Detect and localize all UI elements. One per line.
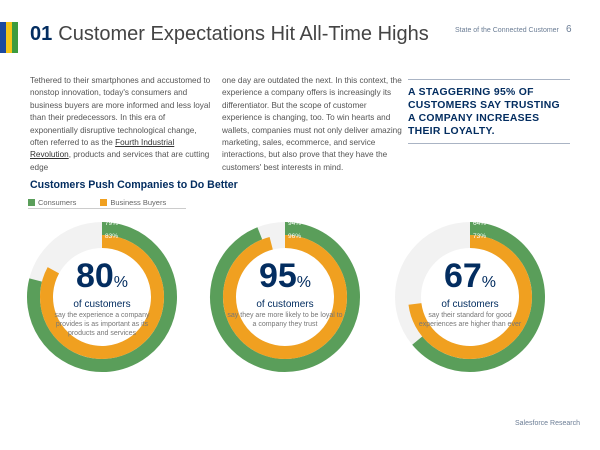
page-title: 01 Customer Expectations Hit All-Time Hig… <box>30 23 429 46</box>
stripe-blue <box>0 22 6 53</box>
donut-center-text: 95% of customers say they are more likely … <box>225 259 345 329</box>
consumers-value-label: 64% <box>473 220 487 227</box>
page-number: 6 <box>566 24 572 35</box>
headline-stat: 95% <box>225 259 345 300</box>
business-buyers-value-label: 73% <box>473 233 487 240</box>
col1-text-end: , products and services that are cutting… <box>30 150 210 172</box>
consumers-swatch <box>28 199 35 206</box>
business-buyers-value-label: 96% <box>288 233 302 240</box>
headline-unit: % <box>481 274 497 291</box>
legend-label: Consumers <box>38 198 77 207</box>
pull-quote: A STAGGERING 95% OF CUSTOMERS SAY TRUSTI… <box>408 79 570 144</box>
donut-chart <box>395 222 545 372</box>
fourth-industrial-revolution-link[interactable]: Fourth Industrial Revolution <box>30 138 175 160</box>
stat-description: say the experience a company provides is… <box>54 312 150 337</box>
donut-chart <box>210 222 360 372</box>
business-buyers-arc <box>408 235 532 359</box>
legend-business-buyers: Business Buyers <box>100 198 166 207</box>
headline-number: 80 <box>75 257 114 295</box>
stripe-yellow <box>6 22 12 53</box>
headline-number: 67 <box>443 257 482 295</box>
chart-legend: Consumers Business Buyers <box>28 198 186 209</box>
brand-stripes <box>0 22 18 53</box>
headline-stat: 67% <box>410 259 530 300</box>
footer-credit: Salesforce Research <box>515 420 580 427</box>
stat-subject: of customers <box>441 299 499 310</box>
business-buyers-arc <box>40 235 164 359</box>
donut-chart <box>27 222 177 372</box>
legend-label: Business Buyers <box>110 198 167 207</box>
business-buyers-value-label: 83% <box>105 233 119 240</box>
consumers-value-label: 94% <box>288 220 302 227</box>
headline-number: 95 <box>258 257 297 295</box>
section-number: 01 <box>30 23 53 45</box>
title-text: Customer Expectations Hit All-Time Highs <box>58 23 429 45</box>
body-column-2: one day are outdated the next. In this c… <box>222 76 402 172</box>
stripe-green <box>12 22 18 53</box>
stat-subject: of customers <box>256 299 314 310</box>
body-column-1: Tethered to their smartphones and accust… <box>30 75 215 174</box>
consumers-arc <box>210 222 360 372</box>
consumers-arc <box>412 222 545 372</box>
donut-center-text: 67% of customers say their standard for go… <box>410 259 530 329</box>
consumers-arc <box>27 222 177 372</box>
report-name: State of the Connected Customer <box>455 27 559 34</box>
chart-heading: Customers Push Companies to Do Better <box>30 179 238 191</box>
business-buyers-arc <box>223 235 347 359</box>
stat-description: say their standard for good experiences … <box>418 312 522 328</box>
stat-subject: of customers <box>73 299 131 310</box>
headline-unit: % <box>296 274 312 291</box>
business-buyers-swatch <box>100 199 108 206</box>
legend-consumers: Consumers <box>28 198 76 207</box>
consumers-value-label: 79% <box>105 220 119 227</box>
headline-unit: % <box>113 274 129 291</box>
stat-description: say they are more likely to be loyal to … <box>227 312 343 328</box>
donut-center-text: 80% of customers say the experience a comp… <box>42 259 162 338</box>
col1-text: Tethered to their smartphones and accust… <box>30 76 211 148</box>
headline-stat: 80% <box>42 259 162 300</box>
